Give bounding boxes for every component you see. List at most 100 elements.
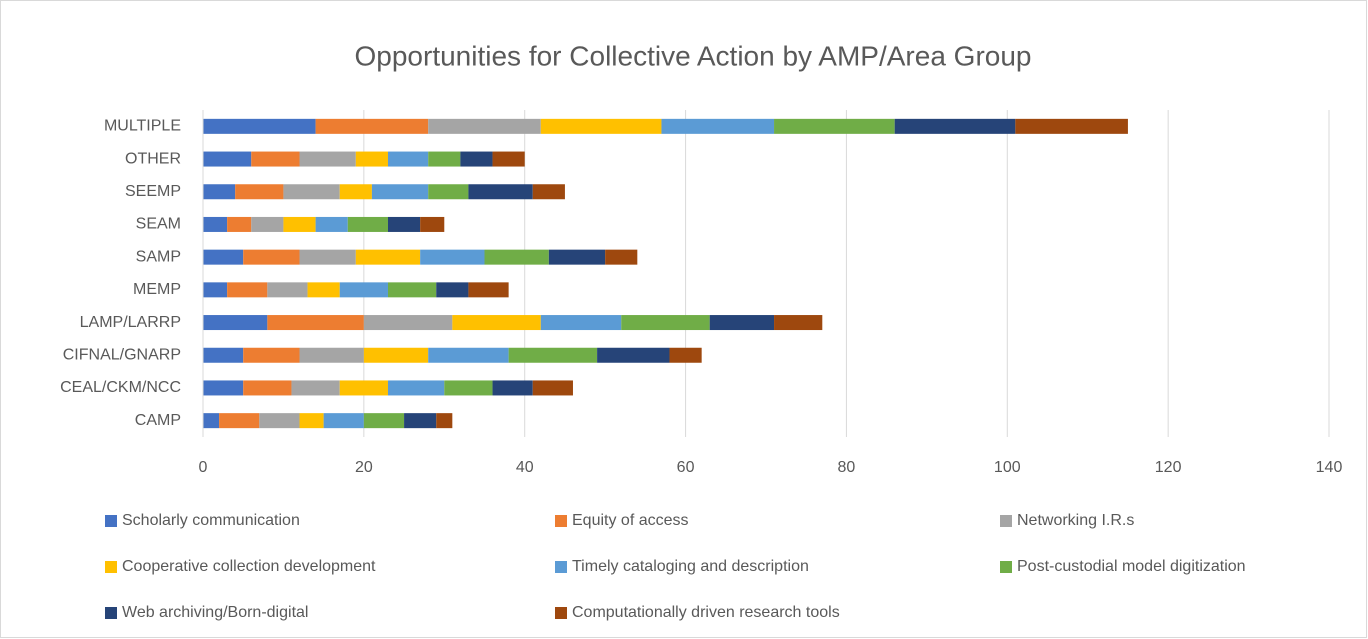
chart-title: Opportunities for Collective Action by A… <box>355 40 1032 71</box>
bar-segment <box>355 151 388 167</box>
bar-segment <box>251 216 284 232</box>
legend-label: Equity of access <box>572 512 689 529</box>
bar-segment <box>315 216 348 232</box>
bar-segment <box>291 380 340 396</box>
bar-segment <box>363 347 429 363</box>
legend-label: Cooperative collection development <box>122 558 376 575</box>
bar-segment <box>508 347 598 363</box>
bar-segment <box>339 184 372 200</box>
bar-segment <box>436 282 469 298</box>
bar-segment <box>444 380 493 396</box>
legend-label: Web archiving/Born-digital <box>122 604 308 621</box>
bar-segment <box>452 315 541 331</box>
legend-label: Scholarly communication <box>122 512 300 529</box>
bar-segment <box>267 282 308 298</box>
bar-segment <box>243 380 292 396</box>
bar-segment <box>669 347 702 363</box>
bar-segment <box>468 282 509 298</box>
bar-segment <box>219 413 260 429</box>
bar-segment <box>540 315 622 331</box>
bar-segment <box>315 118 429 134</box>
bar-segment <box>243 249 300 265</box>
legend-swatch <box>555 607 567 619</box>
bar-segment <box>532 184 565 200</box>
bar-segment <box>532 380 573 396</box>
y-tick-label: OTHER <box>125 150 181 167</box>
bar-segment <box>203 315 268 331</box>
bar-segment <box>621 315 710 331</box>
x-tick-label: 100 <box>994 459 1021 476</box>
y-tick-label: SEAM <box>136 216 181 233</box>
y-tick-label: MEMP <box>133 281 181 298</box>
y-tick-label: LAMP/LARRP <box>80 314 181 331</box>
bar-segment <box>387 216 421 232</box>
bar-segment <box>492 380 533 396</box>
bar-segment <box>203 216 228 232</box>
y-tick-label: CEAL/CKM/NCC <box>60 379 181 396</box>
bar-segment <box>404 413 437 429</box>
x-tick-label: 40 <box>516 459 534 476</box>
bar-segment <box>468 184 533 200</box>
bar-segment <box>203 151 252 167</box>
bar-segment <box>243 347 300 363</box>
x-tick-label: 140 <box>1316 459 1343 476</box>
legend-label: Timely cataloging and description <box>572 558 809 575</box>
bar-segment <box>203 249 244 265</box>
bar-segment <box>299 347 364 363</box>
x-tick-label: 80 <box>838 459 856 476</box>
bar-segment <box>420 249 485 265</box>
bar-segment <box>355 249 421 265</box>
bar-segment <box>203 347 244 363</box>
bar-segment <box>347 216 388 232</box>
x-tick-label: 20 <box>355 459 373 476</box>
bar-segment <box>428 151 461 167</box>
bar-segment <box>339 380 388 396</box>
legend-swatch <box>555 561 567 573</box>
x-tick-label: 0 <box>199 459 208 476</box>
bar-segment <box>363 413 405 429</box>
bar-segment <box>709 315 775 331</box>
bar-segment <box>420 216 445 232</box>
bar-segment <box>227 216 252 232</box>
bar-segment <box>203 282 228 298</box>
legend-swatch <box>1000 561 1012 573</box>
y-tick-label: SAMP <box>136 248 181 265</box>
bar-segment <box>203 413 220 429</box>
bar-segment <box>371 184 429 200</box>
bar-segment <box>267 315 364 331</box>
bar-segment <box>540 118 662 134</box>
bar-segment <box>597 347 670 363</box>
bar-segment <box>387 282 437 298</box>
bar-segment <box>774 315 823 331</box>
legend-swatch <box>105 561 117 573</box>
bar-segment <box>1015 118 1128 134</box>
bar-segment <box>363 315 453 331</box>
legend-swatch <box>105 607 117 619</box>
y-tick-label: CAMP <box>135 412 181 429</box>
bar-segment <box>235 184 284 200</box>
bar-segment <box>299 249 356 265</box>
legend-swatch <box>555 515 567 527</box>
bar-segment <box>283 184 340 200</box>
bar-segment <box>323 413 364 429</box>
bar-segment <box>387 151 429 167</box>
bar-segment <box>203 184 236 200</box>
bar-segment <box>605 249 638 265</box>
bar-segment <box>428 347 509 363</box>
x-tick-label: 120 <box>1155 459 1182 476</box>
bar-segment <box>203 380 244 396</box>
bar-segment <box>894 118 1016 134</box>
bar-segment <box>774 118 895 134</box>
bar-segment <box>283 216 316 232</box>
y-tick-label: SEEMP <box>125 183 181 200</box>
bar-segment <box>428 184 469 200</box>
legend-swatch <box>1000 515 1012 527</box>
bar-segment <box>203 118 316 134</box>
bar-segment <box>299 151 356 167</box>
bar-segment <box>661 118 775 134</box>
bar-segment <box>548 249 606 265</box>
legend-label: Computationally driven research tools <box>572 604 840 621</box>
bar-segment <box>436 413 453 429</box>
